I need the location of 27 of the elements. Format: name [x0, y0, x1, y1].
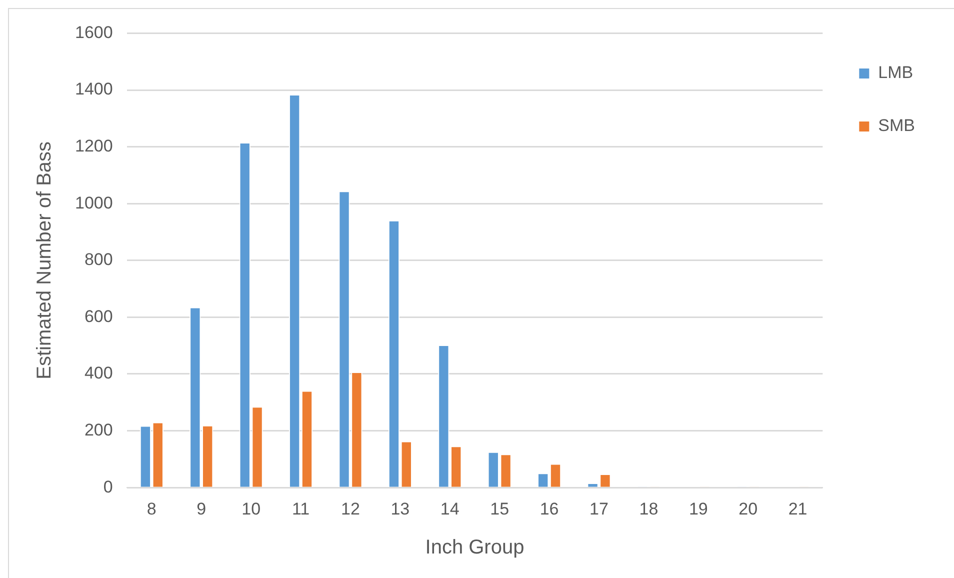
legend-label: LMB — [878, 63, 914, 82]
x-tick-label: 17 — [590, 499, 608, 518]
y-tick-label: 800 — [84, 250, 113, 270]
x-tick-label: 15 — [490, 499, 510, 518]
y-axis-title: Estimated Number of Bass — [34, 141, 56, 380]
x-tick-label: 18 — [639, 499, 658, 518]
y-tick-label: 600 — [84, 306, 113, 326]
y-tick-label: 1400 — [74, 80, 113, 99]
y-tick-label: 400 — [84, 364, 113, 383]
y-tick-label: 1600 — [74, 22, 113, 42]
legend-label: SMB — [878, 116, 916, 136]
x-axis-title: Inch Group — [425, 536, 524, 559]
x-tick-label: 14 — [440, 499, 460, 518]
y-tick-label: 1000 — [74, 193, 113, 212]
x-tick-label: 13 — [390, 499, 410, 518]
x-tick-label: 19 — [688, 499, 708, 518]
x-tick-label: 11 — [292, 499, 310, 518]
x-tick-label: 16 — [540, 499, 559, 518]
x-tick-label: 20 — [738, 499, 758, 518]
x-tick-label: 9 — [196, 499, 206, 518]
y-tick-label: 1200 — [74, 136, 113, 156]
y-tick-label: 200 — [84, 420, 113, 440]
x-tick-label: 8 — [146, 499, 156, 518]
x-tick-label: 21 — [788, 499, 808, 518]
y-tick-label: 0 — [103, 477, 113, 496]
x-tick-label: 10 — [242, 499, 261, 518]
x-tick-label: 12 — [341, 499, 360, 518]
